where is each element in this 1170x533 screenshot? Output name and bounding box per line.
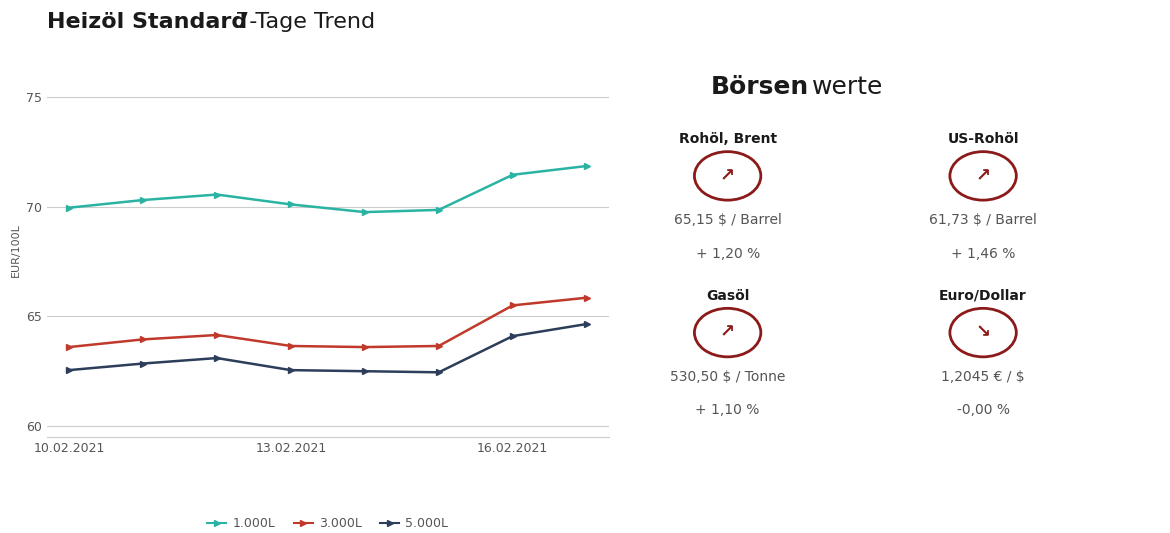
Text: -0,00 %: -0,00 %: [957, 403, 1010, 417]
Text: ↗: ↗: [720, 167, 735, 185]
Text: Börsen: Börsen: [711, 75, 810, 99]
Text: US-Rohöl: US-Rohöl: [948, 132, 1019, 146]
Text: werte: werte: [812, 75, 883, 99]
Text: Gasöl: Gasöl: [706, 289, 749, 303]
Text: ↗: ↗: [720, 324, 735, 342]
Text: 7-Tage Trend: 7-Tage Trend: [228, 12, 376, 32]
Text: 61,73 $ / Barrel: 61,73 $ / Barrel: [929, 213, 1037, 227]
Text: ↗: ↗: [976, 167, 991, 185]
Text: 530,50 $ / Tonne: 530,50 $ / Tonne: [670, 370, 785, 384]
Text: Heizöl Standard: Heizöl Standard: [47, 12, 247, 32]
Text: Rohöl, Brent: Rohöl, Brent: [679, 132, 777, 146]
Y-axis label: EUR/100L: EUR/100L: [11, 223, 20, 278]
Text: + 1,46 %: + 1,46 %: [951, 247, 1016, 261]
Text: 1,2045 € / $: 1,2045 € / $: [942, 370, 1025, 384]
Text: Euro/Dollar: Euro/Dollar: [940, 289, 1027, 303]
Text: + 1,10 %: + 1,10 %: [695, 403, 759, 417]
Text: 65,15 $ / Barrel: 65,15 $ / Barrel: [674, 213, 782, 227]
Legend: 1.000L, 3.000L, 5.000L: 1.000L, 3.000L, 5.000L: [202, 512, 454, 533]
Text: ↘: ↘: [976, 324, 991, 342]
Text: + 1,20 %: + 1,20 %: [695, 247, 759, 261]
